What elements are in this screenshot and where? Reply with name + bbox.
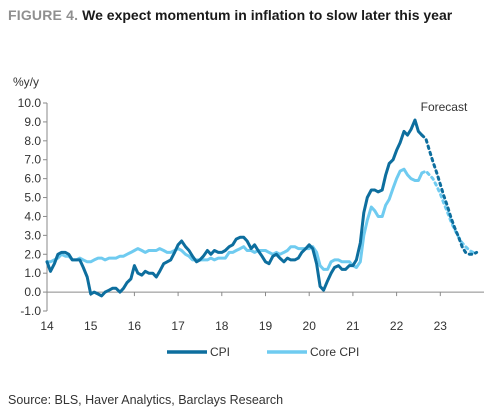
y-tick-label: 6.0	[24, 172, 41, 186]
y-tick-label: 4.0	[24, 209, 41, 223]
legend-label-core-cpi: Core CPI	[310, 345, 359, 359]
x-tick-label: 20	[303, 319, 317, 333]
y-tick-label: 7.0	[24, 153, 41, 167]
x-tick-label: 22	[390, 319, 404, 333]
chart-series-group	[45, 118, 479, 298]
y-tick-label: -1.0	[20, 304, 41, 318]
y-tick-label: 8.0	[24, 134, 41, 148]
legend-label-cpi: CPI	[210, 345, 230, 359]
forecast-line-cpi	[420, 133, 479, 256]
chart-legend: CPI Core CPI	[167, 345, 359, 359]
y-tick-label: 2.0	[24, 247, 41, 261]
x-tick-label: 16	[128, 319, 142, 333]
forecast-annotation: Forecast	[421, 100, 468, 114]
series-line-core-cpi	[45, 167, 424, 271]
y-tick-label: 10.0	[18, 96, 42, 110]
x-tick-label: 23	[434, 319, 448, 333]
y-axis-title: %y/y	[13, 75, 39, 89]
x-tick-label: 17	[171, 319, 185, 333]
figure-heading: We expect momentum in inflation to slow …	[82, 7, 453, 23]
y-tick-label: 3.0	[24, 228, 41, 242]
y-tick-label: 1.0	[24, 266, 41, 280]
figure-title: FIGURE 4. We expect momentum in inflatio…	[8, 7, 452, 23]
x-tick-label: 19	[259, 319, 273, 333]
x-tick-label: 15	[84, 319, 98, 333]
forecast-line-core-cpi	[420, 169, 479, 254]
x-tick-label: 14	[40, 319, 54, 333]
chart-axes: %y/y -1.0 0.0 1.0 2.0 3.0 4.0 5.0 6.0 7.0 8.0 9.0 10…	[13, 75, 484, 333]
x-tick-label: 21	[346, 319, 360, 333]
x-tick-label: 18	[215, 319, 229, 333]
series-line-cpi	[45, 118, 424, 298]
source-note: Source: BLS, Haver Analytics, Barclays R…	[8, 393, 284, 407]
y-tick-label: 0.0	[24, 285, 41, 299]
chart-svg: %y/y -1.0 0.0 1.0 2.0 3.0 4.0 5.0 6.0 7.0 8.0 9.0 10…	[13, 75, 484, 359]
y-tick-label: 5.0	[24, 191, 41, 205]
figure-label: FIGURE 4.	[8, 7, 79, 23]
y-tick-label: 9.0	[24, 115, 41, 129]
